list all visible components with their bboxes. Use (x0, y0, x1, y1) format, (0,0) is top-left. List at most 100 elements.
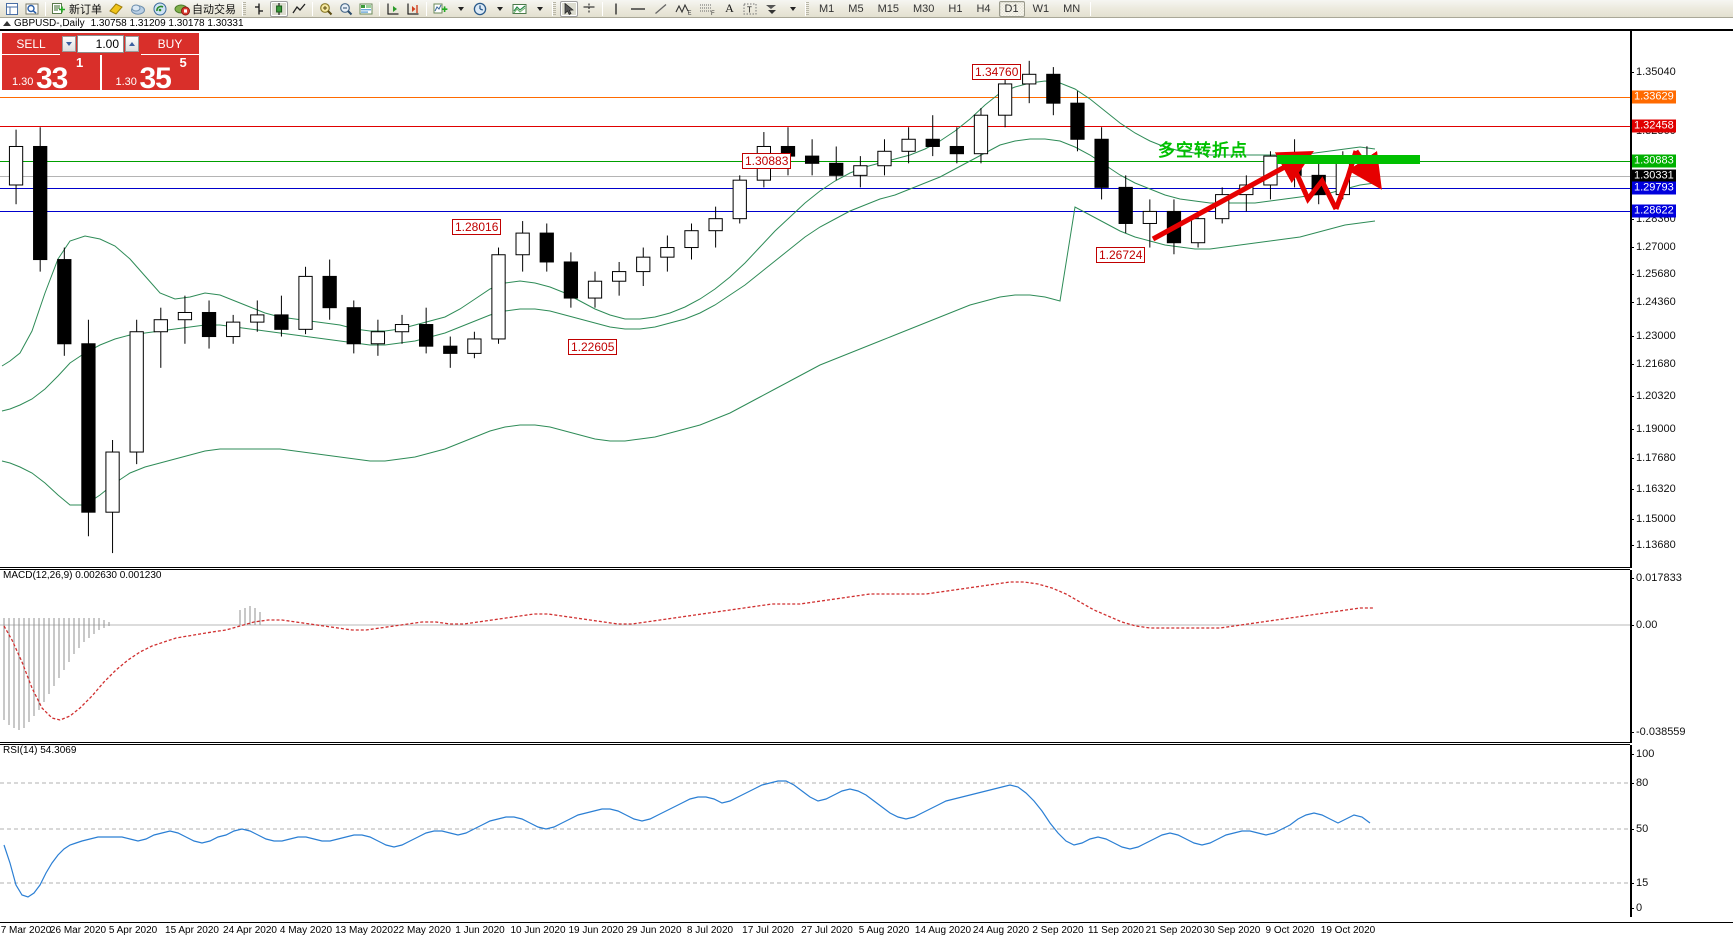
price-tick: 1.24360 (1631, 296, 1676, 308)
chart-shift-icon[interactable] (357, 1, 375, 17)
rsi-tick: 0 (1630, 902, 1643, 914)
level-tag-128622[interactable]: 1.28622 (1632, 204, 1676, 218)
timeframe-w1[interactable]: W1 (1032, 2, 1050, 15)
timeframe-mn[interactable]: MN (1063, 2, 1081, 15)
text-tool[interactable]: A (725, 1, 734, 15)
main-toolbar[interactable]: 新订单 自动交易 (0, 0, 1733, 18)
date-axis-label: 9 Oct 2020 (1265, 925, 1315, 936)
toolbar-grip-2[interactable] (552, 1, 556, 16)
timeframe-h4[interactable]: H4 (976, 2, 991, 15)
timeframe-m30[interactable]: M30 (912, 2, 935, 15)
collapse-triangle-icon[interactable] (3, 21, 11, 26)
date-axis-label: 7 Mar 2020 (0, 925, 52, 936)
price-tick: 1.19000 (1631, 423, 1676, 435)
annotation-1-34760[interactable]: 1.34760 (972, 64, 1022, 80)
price-pane[interactable]: 1.34760 1.30883 1.28016 1.26724 1.22605 … (0, 31, 1733, 568)
shapes-dropdown-caret[interactable] (784, 1, 801, 17)
equidistant-channel-tool[interactable]: E (673, 1, 695, 17)
market-watch-icon[interactable] (3, 1, 21, 17)
cursor-tool[interactable] (560, 0, 578, 17)
price-tick: 1.16320 (1631, 483, 1676, 495)
chart-shift-end-icon[interactable] (404, 1, 422, 17)
one-click-trading-panel[interactable]: SELL 1.00 BUY 1.30 33 1 1.30 35 5 (2, 33, 199, 90)
annotation-1-26724[interactable]: 1.26724 (1096, 247, 1146, 263)
chart-container[interactable]: 1.34760 1.30883 1.28016 1.26724 1.22605 … (0, 31, 1733, 922)
timeframe-h1[interactable]: H1 (948, 2, 963, 15)
level-tag-130331[interactable]: 1.30331 (1632, 169, 1676, 183)
templates-dropdown-caret[interactable] (531, 1, 548, 17)
candlestick-chart-icon[interactable] (270, 0, 288, 17)
vertical-line-tool[interactable] (607, 1, 625, 17)
shapes-tool[interactable] (762, 1, 782, 17)
date-axis[interactable]: 7 Mar 2020 26 Mar 2020 5 Apr 2020 15 Apr 20… (0, 922, 1733, 937)
timeframe-d1[interactable]: D1 (998, 0, 1025, 17)
timeframe-m1[interactable]: M1 (819, 2, 835, 15)
date-axis-label: 13 May 2020 (335, 925, 393, 936)
sell-button[interactable]: SELL (2, 33, 60, 55)
annotation-1-28016[interactable]: 1.28016 (452, 219, 502, 235)
price-tick: 1.23000 (1631, 330, 1676, 342)
indicators-dropdown-caret[interactable] (452, 1, 469, 17)
rsi-pane[interactable]: RSI(14) 54.3069 100 80 50 15 0 (0, 745, 1733, 917)
horizontal-line-tool[interactable] (627, 1, 649, 17)
symbol-name: GBPUSD-,Daily (14, 18, 85, 29)
period-icon[interactable] (471, 1, 489, 17)
price-tick: 1.35040 (1631, 66, 1676, 78)
pane-separator-rsi[interactable] (0, 742, 1630, 745)
templates-icon[interactable] (510, 1, 529, 17)
toolbar-grip-3[interactable] (805, 1, 809, 16)
line-chart-icon[interactable] (290, 1, 308, 17)
macd-scale: 0.017833 0.00 -0.038559 (1630, 570, 1733, 743)
rsi-plot-area[interactable] (0, 745, 1630, 917)
rsi-tick: 15 (1630, 877, 1649, 889)
annotation-chinese-turning-point[interactable]: 多空转折点 (1158, 141, 1248, 160)
autotrading-label: 自动交易 (192, 3, 236, 16)
trendline-tool[interactable] (651, 1, 671, 17)
new-order-button[interactable]: 新订单 (50, 1, 104, 17)
signals-icon[interactable] (150, 1, 170, 17)
date-axis-label: 26 Mar 2020 (49, 925, 107, 936)
annotation-1-30883[interactable]: 1.30883 (742, 153, 792, 169)
zoom-in-icon[interactable] (317, 1, 335, 17)
annotation-1-22605[interactable]: 1.22605 (568, 339, 618, 355)
price-scale[interactable]: 1.35040 1.32360 1.28360 1.27000 1.25680 … (1630, 31, 1733, 568)
sell-price-point: 1 (76, 55, 84, 70)
buy-price-main: 35 (139, 62, 172, 90)
data-window-icon[interactable] (23, 1, 41, 17)
macd-pane[interactable]: MACD(12,26,9) 0.002630 0.001230 (0, 570, 1733, 743)
level-tag-133629[interactable]: 1.33629 (1632, 90, 1676, 104)
bar-chart-icon[interactable] (250, 1, 268, 17)
volume-decrement-button[interactable] (62, 36, 76, 52)
toolbar-grip[interactable] (242, 1, 246, 16)
expert-advisors-icon[interactable] (128, 1, 148, 17)
sell-price-display[interactable]: 1.30 33 1 (2, 55, 102, 90)
period-dropdown-caret[interactable] (491, 1, 508, 17)
level-tag-130883[interactable]: 1.30883 (1632, 154, 1676, 168)
macd-indicator-label: MACD(12,26,9) 0.002630 0.001230 (3, 570, 162, 581)
sell-price-main: 33 (36, 62, 68, 90)
level-line-130331 (0, 176, 1630, 177)
price-plot-area[interactable]: 1.34760 1.30883 1.28016 1.26724 1.22605 … (0, 31, 1630, 568)
auto-scroll-icon[interactable] (384, 1, 402, 17)
buy-button[interactable]: BUY (141, 33, 199, 55)
price-tick: 1.13680 (1631, 539, 1676, 551)
fibonacci-tool[interactable]: F (697, 1, 719, 17)
volume-increment-button[interactable] (125, 36, 139, 52)
toolbar-separator-4 (426, 1, 427, 16)
metaeditor-icon[interactable] (106, 1, 126, 17)
crosshair-tool[interactable] (580, 1, 598, 17)
text-label-tool[interactable]: T (740, 1, 760, 17)
volume-input[interactable]: 1.00 (77, 35, 124, 53)
volume-control[interactable]: 1.00 (60, 33, 141, 55)
buy-price-display[interactable]: 1.30 35 5 (102, 55, 200, 90)
pane-separator-macd[interactable] (0, 567, 1630, 570)
timeframe-m15[interactable]: M15 (877, 2, 899, 15)
autotrading-button[interactable]: 自动交易 (172, 1, 238, 17)
indicators-icon[interactable] (431, 1, 450, 17)
zoom-out-icon[interactable] (337, 1, 355, 17)
date-axis-label: 27 Jul 2020 (801, 925, 853, 936)
timeframe-m5[interactable]: M5 (848, 2, 864, 15)
macd-plot-area[interactable] (0, 570, 1630, 743)
level-tag-129793[interactable]: 1.29793 (1632, 181, 1676, 195)
level-tag-132458[interactable]: 1.32458 (1632, 119, 1676, 133)
